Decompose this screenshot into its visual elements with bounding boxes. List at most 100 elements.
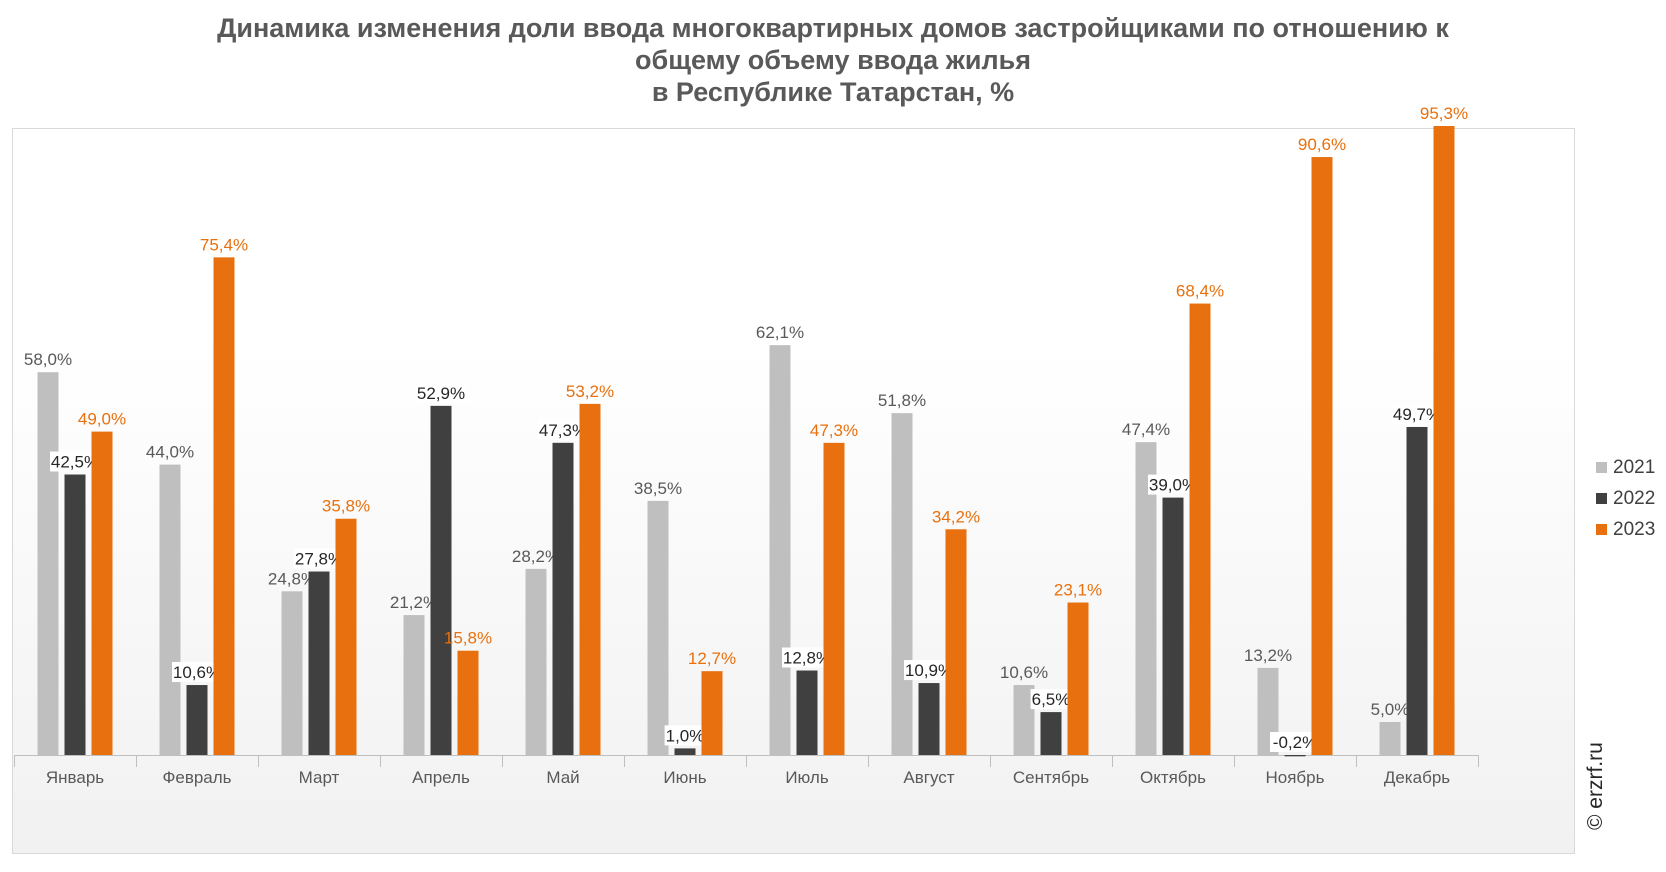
legend-item-2021: 2021 [1596,452,1655,483]
chart-title-line-2: общему объему ввода жилья [635,45,1031,75]
data-label-2021: 47,4% [1122,420,1170,439]
x-tick-label: Ноябрь [1266,768,1325,787]
bar-2022 [1040,712,1062,755]
bar-2023 [701,671,723,755]
bar-2023 [945,529,967,755]
bar-2021 [403,615,425,755]
x-tick-label: Февраль [162,768,231,787]
data-label-background [50,451,100,472]
x-tick-label: Август [903,768,954,787]
chart-title-line-1: Динамика изменения доли ввода многокварт… [217,13,1449,43]
data-label-2022: 10,6% [173,663,221,682]
data-label-2023: 49,0% [78,410,126,429]
bar-2023 [1067,602,1089,755]
bar-2022 [1162,497,1184,755]
data-label-2022: 12,8% [783,649,831,668]
data-label-background [416,382,466,403]
data-label-2022: 49,7% [1393,405,1441,424]
bar-2022 [64,474,86,755]
data-label-background [1030,689,1072,710]
bar-2022 [186,685,208,755]
data-label-2022: 42,5% [51,453,99,472]
x-tick-label: Май [546,768,579,787]
x-tick-label: Март [299,768,340,787]
legend-label-2023: 2023 [1613,518,1656,540]
x-tick-label: Сентябрь [1013,768,1089,787]
legend-item-2023: 2023 [1596,514,1655,545]
data-label-2021: 10,6% [1000,663,1048,682]
bar-2021 [281,591,303,755]
data-label-background [1148,474,1198,495]
data-label-2022: 6,5% [1032,690,1071,709]
data-label-background [1392,403,1442,424]
data-label-background [904,660,954,681]
data-label-2021: 21,2% [390,593,438,612]
data-label-2022: 47,3% [539,421,587,440]
bar-2021 [769,345,791,755]
bar-2023 [457,650,479,755]
bar-2022 [796,670,818,755]
legend-swatch-2022 [1596,493,1607,504]
watermark: © erzrf.ru [1584,742,1607,830]
data-label-2022: 39,0% [1149,476,1197,495]
data-label-2022: 27,8% [295,550,343,569]
bar-2022 [552,442,574,755]
data-label-2021: 28,2% [512,547,560,566]
bar-2023 [1189,303,1211,755]
data-label-background [664,725,706,746]
bar-2023 [823,442,845,755]
data-label-2021: 5,0% [1371,700,1410,719]
data-label-2023: 12,7% [688,649,736,668]
bar-2023 [91,431,113,755]
x-tick-label: Октябрь [1140,768,1206,787]
chart-title: Динамика изменения доли ввода многокварт… [0,12,1666,108]
data-label-2023: 68,4% [1176,282,1224,301]
data-label-2021: 24,8% [268,569,316,588]
bar-2022 [1406,426,1428,755]
legend: 2021 2022 2023 [1596,452,1655,545]
bar-2021 [1013,685,1035,755]
data-label-2022: -0,2% [1273,733,1317,752]
data-label-2021: 62,1% [756,323,804,342]
bar-2023 [213,257,235,755]
data-label-2023: 75,4% [200,235,248,254]
bar-2021 [1135,442,1157,755]
data-label-2021: 58,0% [24,350,72,369]
data-label-2021: 51,8% [878,391,926,410]
bar-2021 [891,413,913,755]
legend-label-2022: 2022 [1613,487,1656,509]
bar-2023 [335,518,357,755]
bar-2021 [37,372,59,755]
x-tick-label: Июль [785,768,829,787]
data-label-2022: 52,9% [417,384,465,403]
data-label-2022: 1,0% [666,726,705,745]
data-label-2023: 47,3% [810,421,858,440]
bar-2023 [579,403,601,755]
bar-2021 [647,500,669,755]
bar-2022 [674,748,696,755]
data-label-2021: 13,2% [1244,646,1292,665]
bar-2021 [525,568,547,755]
data-label-2021: 38,5% [634,479,682,498]
data-label-2021: 44,0% [146,443,194,462]
data-label-background [782,647,832,668]
data-label-background [172,662,222,683]
legend-swatch-2023 [1596,524,1607,535]
data-label-2023: 95,3% [1420,104,1468,123]
x-tick-label: Декабрь [1384,768,1450,787]
bar-2021 [1379,722,1401,755]
x-tick-label: Январь [46,768,104,787]
legend-swatch-2021 [1596,462,1607,473]
bar-2021 [159,464,181,755]
bar-2022 [430,405,452,755]
x-tick-label: Апрель [412,768,470,787]
legend-label-2021: 2021 [1613,456,1656,478]
chart-title-line-3: в Республике Татарстан, % [651,77,1015,107]
bar-2022 [308,571,330,755]
data-label-background [538,419,588,440]
data-label-background [1270,732,1320,752]
data-label-2023: 35,8% [322,497,370,516]
x-tick-label: Июнь [663,768,706,787]
bar-2022 [1284,755,1306,757]
data-label-2023: 34,2% [932,507,980,526]
